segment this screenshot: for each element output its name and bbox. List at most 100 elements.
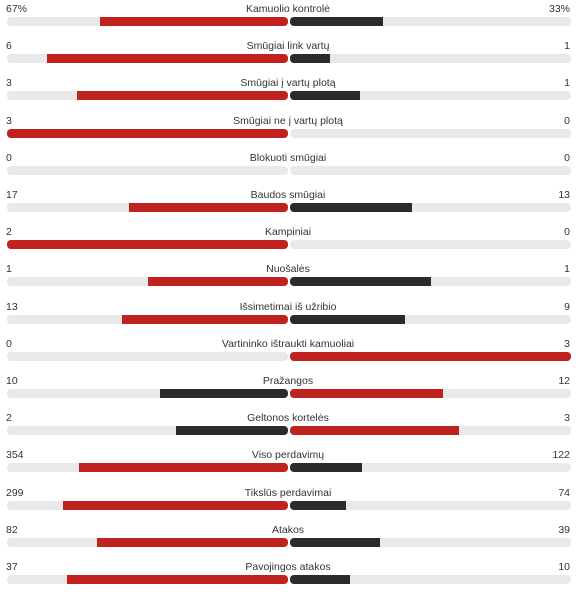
stat-label: Geltonos kortelės [247, 412, 329, 425]
away-bar-track [290, 54, 571, 64]
away-value: 33% [548, 3, 570, 15]
away-bar-fill [290, 426, 459, 436]
away-bar-fill [290, 500, 346, 510]
away-bar-track [290, 389, 571, 398]
home-bar-track [7, 91, 288, 101]
home-bar-fill [121, 314, 288, 324]
away-bar-fill [290, 463, 362, 473]
home-value: 354 [6, 449, 24, 462]
home-bar-track [7, 389, 288, 398]
away-bar-fill [290, 91, 361, 101]
away-bar-track [290, 91, 571, 101]
away-bar-fill [290, 537, 381, 547]
home-value: 2 [6, 226, 12, 239]
home-bar-track [7, 575, 288, 584]
home-bar-track [7, 54, 288, 64]
away-bar-fill [290, 277, 431, 287]
away-value: 10 [558, 561, 570, 573]
stat-row: 2 Geltonos kortelės 3 [0, 411, 576, 448]
home-value: 0 [6, 151, 12, 164]
stat-label: Baudos smūgiai [250, 189, 326, 201]
home-value: 3 [6, 77, 12, 90]
stat-label: Nuošalės [266, 263, 310, 276]
away-bar-track [290, 575, 571, 584]
away-bar-track [290, 17, 571, 26]
away-bar-track [290, 500, 571, 510]
home-bar-track [7, 314, 288, 324]
stat-label: Smūgiai ne į vartų plotą [233, 114, 343, 127]
home-value: 6 [6, 40, 12, 53]
away-bar-fill [290, 351, 571, 361]
away-bar-fill [290, 54, 331, 64]
home-bar-fill [97, 537, 288, 547]
home-bar-track [7, 203, 288, 212]
away-bar-track [290, 314, 571, 324]
away-bar-track [290, 537, 571, 547]
away-value: 74 [558, 486, 570, 499]
home-bar-track [7, 240, 288, 250]
stat-row: 6 Smūgiai link vartų 1 [0, 39, 576, 76]
stat-row: 37 Pavojingos atakos 10 [0, 560, 576, 597]
away-value: 1 [564, 263, 570, 276]
away-value: 12 [558, 375, 570, 387]
stat-row: 299 Tikslūs perdavimai 74 [0, 486, 576, 523]
stat-row: 354 Viso perdavimų 122 [0, 448, 576, 485]
home-bar-fill [77, 91, 288, 101]
away-value: 39 [558, 523, 570, 536]
away-value: 1 [564, 77, 570, 90]
stat-row: 13 Išsimetimai iš užribio 9 [0, 300, 576, 337]
home-value: 0 [6, 337, 12, 350]
home-bar-track [7, 351, 288, 361]
home-bar-track [7, 500, 288, 510]
home-value: 37 [6, 561, 18, 573]
stat-row: 17 Baudos smūgiai 13 [0, 188, 576, 225]
away-bar-track [290, 203, 571, 212]
stat-row: 1 Nuošalės 1 [0, 262, 576, 299]
away-value: 3 [564, 412, 570, 425]
away-bar-fill [290, 389, 444, 398]
stat-label: Kamuolio kontrolė [245, 3, 331, 15]
away-bar-track [290, 277, 571, 287]
stat-label: Išsimetimai iš užribio [239, 300, 337, 313]
stat-label: Smūgiai link vartų [246, 40, 330, 53]
home-bar-track [7, 537, 288, 547]
stat-label: Tikslūs perdavimai [244, 486, 332, 499]
stat-row: 67% Kamuolio kontrolė 33% [0, 2, 576, 39]
home-bar-fill [7, 128, 288, 138]
away-value: 0 [564, 226, 570, 239]
home-value: 67% [6, 3, 28, 15]
home-bar-fill [160, 389, 288, 398]
home-value: 2 [6, 412, 12, 425]
away-bar-fill [290, 17, 383, 26]
home-value: 299 [6, 486, 24, 499]
away-bar-fill [290, 314, 405, 324]
stat-row: 3 Smūgiai į vartų plotą 1 [0, 76, 576, 113]
away-bar-track [290, 463, 571, 473]
away-bar-track [290, 128, 571, 138]
away-value: 13 [558, 189, 570, 201]
home-bar-fill [175, 426, 288, 436]
home-bar-track [7, 463, 288, 473]
home-value: 82 [6, 523, 18, 536]
away-bar-track [290, 426, 571, 436]
home-bar-fill [147, 277, 288, 287]
away-bar-track [290, 240, 571, 250]
stat-label: Vartininko ištraukti kamuoliai [221, 337, 355, 350]
home-value: 10 [6, 375, 18, 387]
away-value: 1 [564, 40, 570, 53]
home-bar-track [7, 277, 288, 287]
home-value: 17 [6, 189, 18, 201]
home-bar-fill [99, 17, 288, 26]
stat-label: Viso perdavimų [251, 449, 325, 462]
stat-row: 3 Smūgiai ne į vartų plotą 0 [0, 114, 576, 151]
away-value: 0 [564, 151, 570, 164]
stat-label: Smūgiai į vartų plotą [240, 77, 336, 90]
away-value: 122 [552, 449, 570, 462]
home-value: 13 [6, 300, 18, 313]
home-value: 1 [6, 263, 12, 276]
stat-label: Atakos [271, 523, 305, 536]
home-bar-track [7, 128, 288, 138]
home-bar-fill [128, 203, 288, 212]
home-bar-fill [47, 54, 288, 64]
home-bar-track [7, 17, 288, 26]
